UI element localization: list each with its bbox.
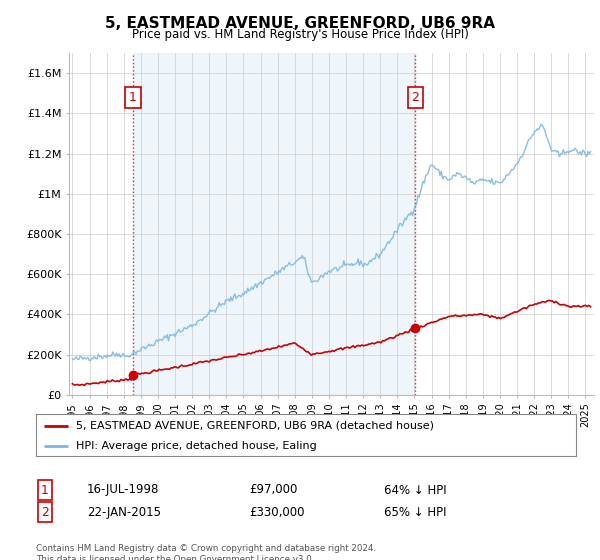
Text: 1: 1 [129,91,137,104]
Bar [133,53,415,395]
Text: HPI: Average price, detached house, Ealing: HPI: Average price, detached house, Eali… [77,441,317,451]
Text: 5, EASTMEAD AVENUE, GREENFORD, UB6 9RA (detached house): 5, EASTMEAD AVENUE, GREENFORD, UB6 9RA (… [77,421,434,431]
Text: 16-JUL-1998: 16-JUL-1998 [87,483,160,497]
Text: 5, EASTMEAD AVENUE, GREENFORD, UB6 9RA: 5, EASTMEAD AVENUE, GREENFORD, UB6 9RA [105,16,495,31]
Text: £330,000: £330,000 [249,506,305,519]
Text: £97,000: £97,000 [249,483,298,497]
Text: 65% ↓ HPI: 65% ↓ HPI [384,506,446,519]
Text: 2: 2 [412,91,419,104]
Text: Contains HM Land Registry data © Crown copyright and database right 2024.
This d: Contains HM Land Registry data © Crown c… [36,544,376,560]
Text: 2: 2 [41,506,49,519]
Text: 64% ↓ HPI: 64% ↓ HPI [384,483,446,497]
Text: Price paid vs. HM Land Registry's House Price Index (HPI): Price paid vs. HM Land Registry's House … [131,28,469,41]
Text: 1: 1 [41,483,49,497]
Text: 22-JAN-2015: 22-JAN-2015 [87,506,161,519]
